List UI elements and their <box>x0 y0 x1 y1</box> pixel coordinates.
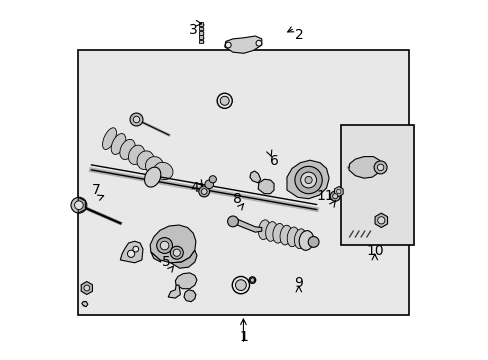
Ellipse shape <box>128 145 144 165</box>
Polygon shape <box>120 241 142 263</box>
Circle shape <box>294 166 322 194</box>
Text: 1: 1 <box>239 330 247 344</box>
Ellipse shape <box>144 167 161 187</box>
Circle shape <box>332 194 337 199</box>
Ellipse shape <box>272 224 284 243</box>
Ellipse shape <box>154 162 173 180</box>
Circle shape <box>336 189 340 194</box>
Polygon shape <box>81 282 92 294</box>
Polygon shape <box>199 22 203 26</box>
Bar <box>340 125 413 245</box>
Circle shape <box>307 237 318 247</box>
Polygon shape <box>175 273 197 289</box>
Ellipse shape <box>145 157 163 175</box>
Circle shape <box>377 164 383 171</box>
Circle shape <box>156 238 172 253</box>
Text: 3: 3 <box>188 23 197 37</box>
Bar <box>78 50 408 315</box>
Ellipse shape <box>102 128 116 149</box>
Circle shape <box>71 197 87 213</box>
Circle shape <box>305 176 311 184</box>
Circle shape <box>75 201 83 210</box>
Polygon shape <box>199 31 203 35</box>
Circle shape <box>201 189 206 194</box>
Polygon shape <box>199 27 203 30</box>
Ellipse shape <box>265 222 277 241</box>
Circle shape <box>204 180 213 189</box>
Circle shape <box>225 42 231 48</box>
Polygon shape <box>170 250 197 268</box>
Circle shape <box>227 216 238 227</box>
Polygon shape <box>348 157 381 178</box>
Polygon shape <box>334 186 343 197</box>
Ellipse shape <box>137 151 154 170</box>
Ellipse shape <box>235 280 246 291</box>
Circle shape <box>329 191 340 201</box>
Text: 4: 4 <box>190 181 199 195</box>
Text: 9: 9 <box>294 276 303 290</box>
Polygon shape <box>286 160 328 199</box>
Circle shape <box>133 246 139 252</box>
Circle shape <box>300 172 316 188</box>
Polygon shape <box>81 302 88 307</box>
Polygon shape <box>224 36 261 53</box>
Text: 5: 5 <box>162 255 171 269</box>
Ellipse shape <box>220 96 229 105</box>
Ellipse shape <box>120 139 135 159</box>
Ellipse shape <box>286 227 298 247</box>
Circle shape <box>250 278 254 282</box>
Circle shape <box>133 116 140 123</box>
Text: 7: 7 <box>92 183 101 197</box>
Text: 11: 11 <box>315 189 333 203</box>
Text: 8: 8 <box>232 192 241 206</box>
Text: 10: 10 <box>365 244 383 258</box>
Text: 6: 6 <box>270 154 279 168</box>
Polygon shape <box>199 40 203 43</box>
Polygon shape <box>183 290 196 302</box>
Ellipse shape <box>294 229 305 248</box>
Circle shape <box>199 186 209 197</box>
Ellipse shape <box>280 225 291 245</box>
Polygon shape <box>78 197 85 213</box>
Text: 2: 2 <box>294 28 303 42</box>
Polygon shape <box>249 171 260 183</box>
Circle shape <box>377 217 384 224</box>
Circle shape <box>209 176 216 183</box>
Circle shape <box>160 241 168 250</box>
Ellipse shape <box>299 231 313 250</box>
Circle shape <box>130 113 142 126</box>
Polygon shape <box>234 219 261 232</box>
Ellipse shape <box>258 220 269 239</box>
Circle shape <box>84 285 89 291</box>
Polygon shape <box>199 35 203 39</box>
Circle shape <box>170 246 183 259</box>
Circle shape <box>127 250 134 257</box>
Polygon shape <box>150 225 196 263</box>
Ellipse shape <box>111 134 125 154</box>
Polygon shape <box>258 179 273 194</box>
Circle shape <box>173 249 180 256</box>
Circle shape <box>373 161 386 174</box>
Polygon shape <box>151 252 161 262</box>
Polygon shape <box>374 213 387 228</box>
Polygon shape <box>168 285 180 298</box>
Circle shape <box>256 40 261 46</box>
